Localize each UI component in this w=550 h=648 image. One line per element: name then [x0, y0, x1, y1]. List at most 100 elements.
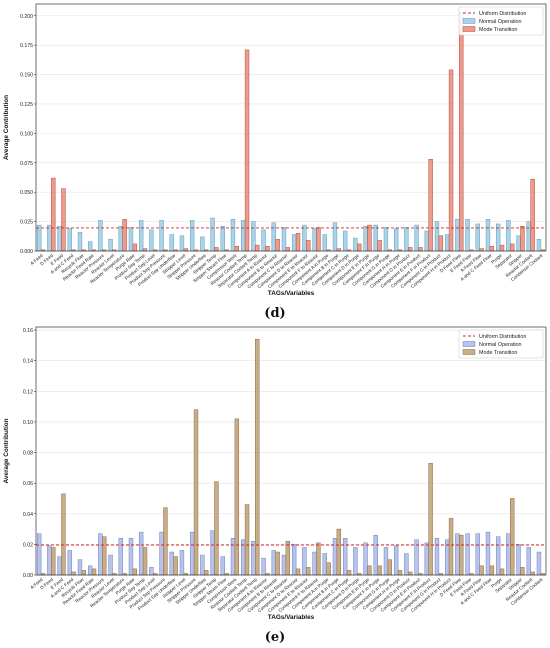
bar-normal-operation [108, 554, 113, 576]
bar-mode-transition [285, 541, 291, 576]
legend-swatch-mode [462, 26, 476, 32]
y-tick-label: 0.025 [20, 220, 33, 226]
bar-normal-operation [342, 230, 348, 252]
y-tick-label: 0.00 [23, 573, 33, 579]
bar-normal-operation [189, 531, 195, 576]
panel-label-e: (e) [264, 630, 286, 645]
bar-mode-transition [530, 179, 535, 252]
bar-normal-operation [67, 550, 72, 576]
bar-mode-transition [326, 562, 331, 576]
bar-mode-transition [306, 567, 311, 576]
bar-normal-operation [36, 224, 42, 252]
y-tick-label: 0.14 [23, 359, 33, 365]
bar-mode-transition [510, 498, 515, 576]
bar-normal-operation [220, 556, 225, 576]
y-tick-label: 0.050 [20, 190, 33, 196]
bar-mode-transition [102, 536, 107, 576]
legend-swatch-normal [462, 18, 476, 24]
y-tick-label: 0.06 [23, 481, 33, 487]
bar-mode-transition [265, 246, 270, 252]
bar-mode-transition [244, 504, 250, 576]
bar-mode-transition [377, 240, 382, 252]
bar-normal-operation [118, 538, 123, 576]
bar-mode-transition [142, 248, 148, 252]
bar-mode-transition [387, 559, 393, 576]
bar-mode-transition [316, 227, 321, 252]
bar-mode-transition [336, 248, 342, 252]
y-tick-label: 0.175 [20, 43, 33, 49]
bar-mode-transition [530, 571, 535, 576]
bar-normal-operation [149, 229, 154, 252]
bar-normal-operation [526, 221, 531, 252]
bar-normal-operation [67, 228, 72, 252]
bar-normal-operation [465, 533, 470, 576]
bar-normal-operation [536, 238, 542, 252]
bar-normal-operation [434, 221, 440, 252]
bar-mode-transition [499, 244, 505, 252]
bar-mode-transition [479, 565, 484, 576]
bar-normal-operation [47, 545, 52, 576]
bar-normal-operation [404, 553, 409, 576]
legend-swatch-mode [462, 349, 476, 355]
bar-normal-operation [159, 531, 164, 576]
bar-mode-transition [489, 246, 495, 252]
bar-normal-operation [47, 224, 52, 252]
bar-normal-operation [98, 220, 103, 252]
bar-normal-operation [118, 226, 123, 252]
bar-mode-transition [367, 224, 372, 252]
bar-normal-operation [506, 533, 511, 576]
bar-normal-operation [87, 241, 93, 252]
bar-mode-transition [51, 547, 56, 576]
legend-label: Uniform Distribution [479, 11, 526, 17]
x-tick-label: Purge [490, 253, 503, 265]
bar-normal-operation [363, 226, 368, 252]
bar-mode-transition [489, 565, 495, 576]
bar-normal-operation [210, 217, 215, 252]
legend-label: Mode Transition [479, 350, 517, 356]
bar-normal-operation [455, 533, 460, 576]
bar-mode-transition [479, 248, 484, 252]
bar-mode-transition [61, 493, 66, 576]
bar-normal-operation [414, 224, 419, 252]
bar-normal-operation [332, 222, 338, 252]
bar-normal-operation [291, 234, 297, 252]
bar-normal-operation [230, 218, 236, 252]
bar-mode-transition [173, 556, 178, 576]
bar-mode-transition [346, 570, 352, 576]
bar-normal-operation [342, 538, 348, 576]
x-tick-label: Purge [490, 577, 503, 589]
bar-mode-transition [499, 568, 505, 576]
bar-mode-transition [316, 542, 321, 576]
bar-mode-transition [438, 235, 444, 252]
bar-normal-operation [353, 547, 358, 576]
y-tick-label: 0.000 [20, 249, 33, 255]
bar-mode-transition [459, 534, 464, 576]
bar-normal-operation [251, 541, 256, 576]
y-tick-label: 0.10 [23, 420, 33, 426]
y-tick-label: 0.12 [23, 389, 33, 395]
bar-mode-transition [520, 567, 525, 576]
bar-normal-operation [312, 228, 317, 252]
bar-normal-operation [332, 538, 338, 576]
bar-mode-transition [183, 248, 189, 252]
chart-panel-d: 0.000 0.025 0.050 0.075 0.100 0.125 0.150 0.175… [3, 3, 547, 297]
bar-mode-transition [520, 226, 525, 252]
bar-mode-transition [71, 571, 76, 576]
bar-normal-operation [220, 226, 225, 252]
bar-mode-transition [81, 570, 87, 576]
legend-label: Mode Transition [479, 27, 517, 33]
legend-box [458, 6, 544, 36]
bar-mode-transition [275, 238, 280, 252]
bar-mode-transition [255, 244, 260, 252]
bar-mode-transition [91, 568, 97, 576]
bar-mode-transition [142, 547, 148, 576]
bar-mode-transition [336, 528, 342, 576]
bar-normal-operation [240, 220, 246, 252]
bar-normal-operation [485, 218, 491, 252]
y-tick-label: 0.150 [20, 73, 33, 79]
bar-normal-operation [404, 227, 409, 252]
chart-panel-e: 0.000.020.040.060.080.100.120.140.16A Fe… [3, 326, 547, 621]
x-axis-label: TAGs/Variables [268, 614, 315, 621]
bar-normal-operation [455, 218, 460, 252]
